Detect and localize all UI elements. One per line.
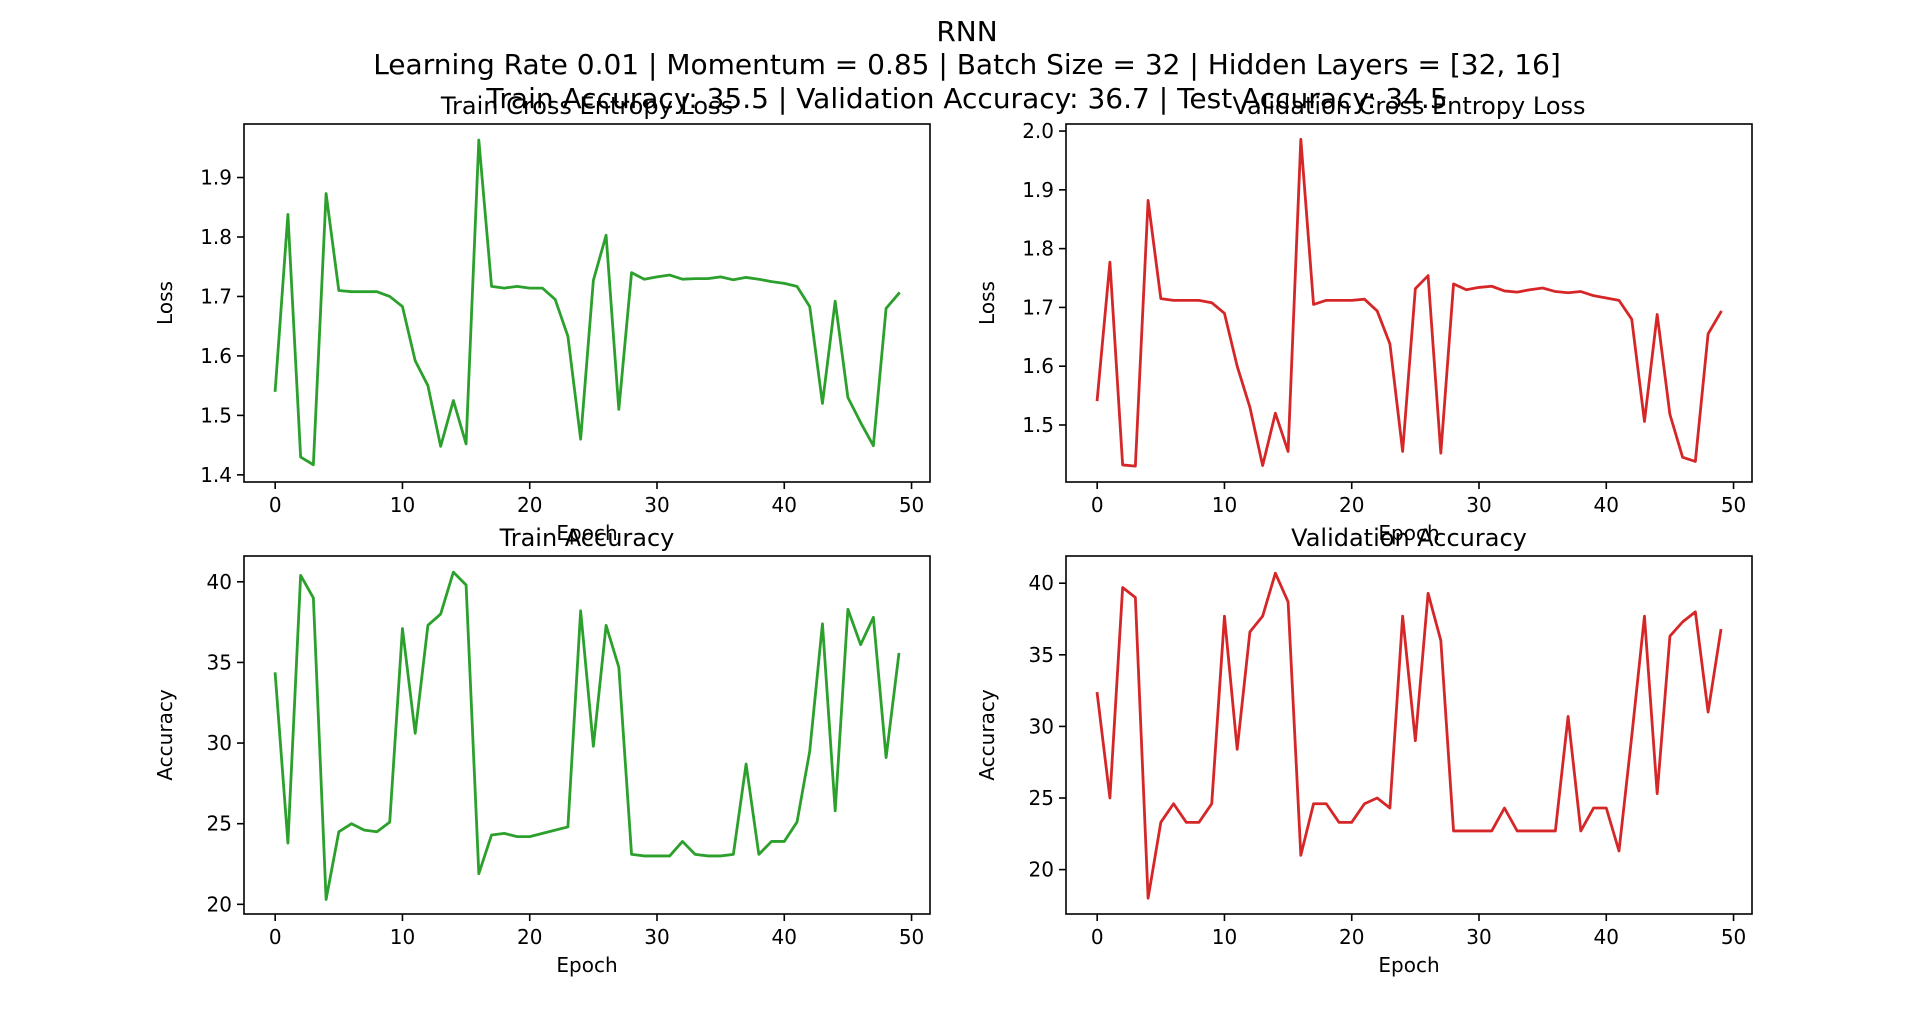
- x-tick-label: 50: [899, 493, 924, 517]
- series-line: [273, 138, 901, 467]
- y-tick-label: 1.9: [1022, 178, 1054, 202]
- figure-title-line-1: RNN: [936, 15, 997, 48]
- x-tick-label: 20: [517, 493, 542, 517]
- y-tick-label: 35: [207, 650, 232, 674]
- subplot-title: Validation Cross Entropy Loss: [1232, 92, 1585, 120]
- figure-title: RNN Learning Rate 0.01 | Momentum = 0.85…: [373, 15, 1561, 115]
- subplot-title: Validation Accuracy: [1291, 524, 1527, 552]
- x-axis-label: Epoch: [556, 953, 617, 977]
- y-tick-label: 1.5: [1022, 413, 1054, 437]
- subplot-title: Train Accuracy: [499, 524, 675, 552]
- y-tick-label: 1.5: [200, 403, 232, 427]
- x-tick-label: 50: [899, 925, 924, 949]
- x-tick-label: 10: [390, 493, 415, 517]
- y-tick-label: 25: [1029, 786, 1054, 810]
- subplot-train-loss: 0 10 20 30 40 50 1.4 1.5 1.6 1.7 1.8 1.9 Epoch Loss Tr…: [153, 92, 931, 545]
- y-tick-label: 1.6: [1022, 354, 1054, 378]
- x-tick-label: 50: [1721, 493, 1746, 517]
- figure-title-line-2: Learning Rate 0.01 | Momentum = 0.85 | B…: [373, 48, 1561, 81]
- y-tick-label: 1.7: [200, 284, 232, 308]
- y-tick-label: 1.8: [1022, 237, 1054, 261]
- x-tick-label: 0: [1091, 493, 1104, 517]
- y-tick-label: 30: [1029, 714, 1054, 738]
- axes-frame: [1065, 555, 1753, 915]
- x-axis-label: Epoch: [556, 521, 617, 545]
- y-tick-label: 35: [1029, 643, 1054, 667]
- x-axis-label: Epoch: [1378, 953, 1439, 977]
- x-tick-label: 40: [1594, 493, 1619, 517]
- y-axis-label: Accuracy: [975, 689, 999, 780]
- y-tick-label: 1.9: [200, 166, 232, 190]
- x-tick-label: 0: [1091, 925, 1104, 949]
- x-tick-label: 10: [1212, 925, 1237, 949]
- x-tick-label: 40: [772, 493, 797, 517]
- subplot-validation-accuracy: 0 10 20 30 40 50 20 25 30 35 40 Epoch Accuracy Valida…: [975, 524, 1753, 977]
- x-tick-label: 40: [772, 925, 797, 949]
- y-tick-label: 1.8: [200, 225, 232, 249]
- y-axis-label: Loss: [975, 281, 999, 325]
- y-tick-label: 1.4: [200, 463, 232, 487]
- series-line: [273, 570, 901, 901]
- x-tick-label: 50: [1721, 925, 1746, 949]
- x-axis-label: Epoch: [1378, 521, 1439, 545]
- x-tick-label: 0: [269, 925, 282, 949]
- x-tick-label: 20: [1339, 925, 1364, 949]
- axes-frame: [243, 555, 931, 915]
- subplot-train-accuracy: 0 10 20 30 40 50 20 25 30 35 40 Epoch Accuracy Train …: [153, 524, 931, 977]
- y-axis-label: Loss: [153, 281, 177, 325]
- y-tick-label: 2.0: [1022, 119, 1054, 143]
- x-tick-label: 30: [644, 493, 669, 517]
- x-tick-label: 30: [1466, 925, 1491, 949]
- y-tick-label: 40: [1029, 571, 1054, 595]
- figure-title-line-3: Train Accuracy: 35.5 | Validation Accura…: [485, 82, 1447, 115]
- y-tick-label: 1.7: [1022, 295, 1054, 319]
- x-tick-label: 10: [390, 925, 415, 949]
- x-tick-label: 30: [1466, 493, 1491, 517]
- x-tick-label: 40: [1594, 925, 1619, 949]
- y-tick-label: 25: [207, 812, 232, 836]
- x-tick-label: 30: [644, 925, 669, 949]
- x-tick-label: 10: [1212, 493, 1237, 517]
- y-axis-label: Accuracy: [153, 689, 177, 780]
- series-line: [1095, 571, 1723, 900]
- y-tick-label: 1.6: [200, 344, 232, 368]
- y-tick-label: 20: [1029, 858, 1054, 882]
- y-tick-label: 20: [207, 892, 232, 916]
- subplot-validation-loss: 0 10 20 30 40 50 1.5 1.6 1.7 1.8 1.9 2.0 Epoch Loss Va…: [975, 92, 1753, 545]
- series-line: [1095, 137, 1723, 468]
- y-tick-label: 30: [207, 731, 232, 755]
- axes-frame: [243, 123, 931, 483]
- x-tick-label: 20: [1339, 493, 1364, 517]
- axes-frame: [1065, 123, 1753, 483]
- y-tick-label: 40: [207, 570, 232, 594]
- subplot-title: Train Cross Entropy Loss: [440, 92, 733, 120]
- x-tick-label: 20: [517, 925, 542, 949]
- x-tick-label: 0: [269, 493, 282, 517]
